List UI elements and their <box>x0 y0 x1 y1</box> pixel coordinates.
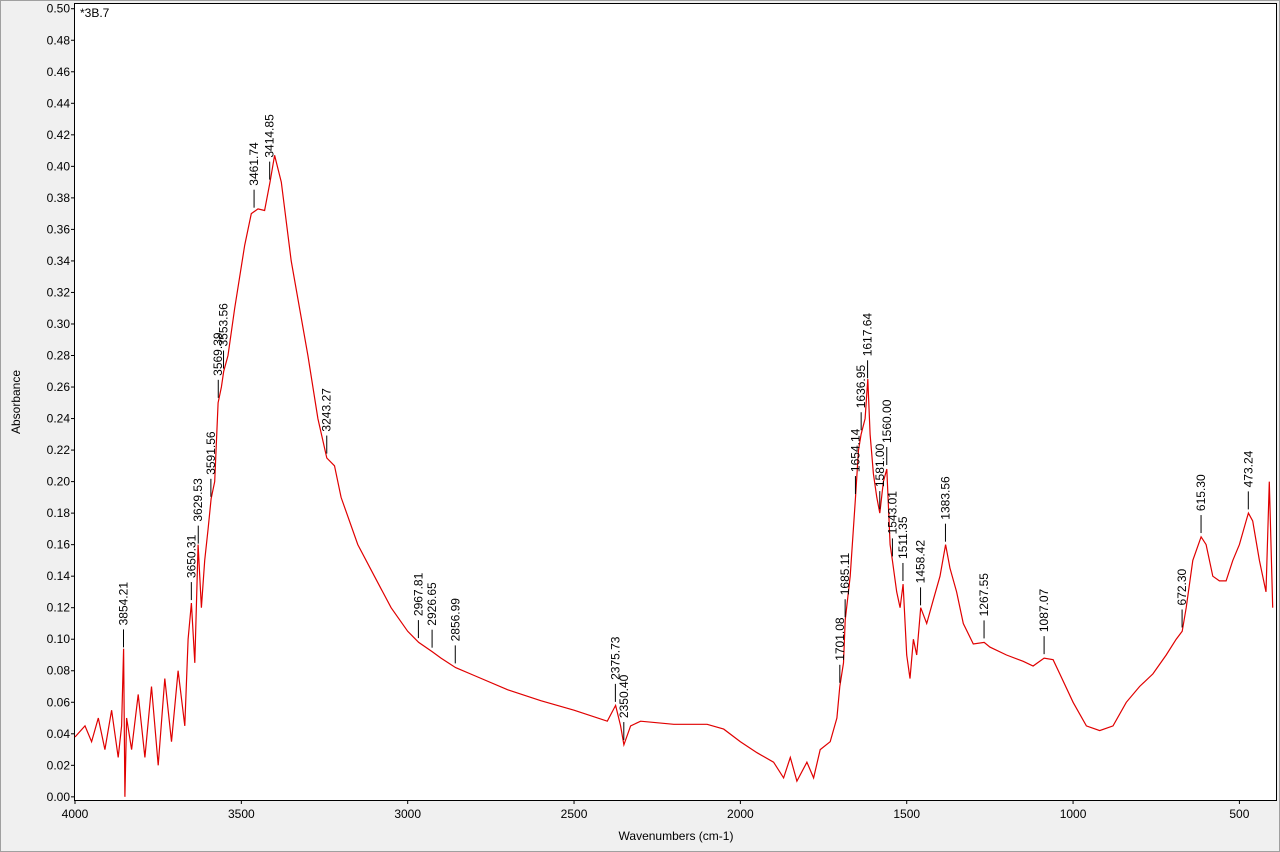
y-tick-label: 0.04 <box>47 727 71 741</box>
peak-label: 3629.53 <box>191 478 205 522</box>
x-tick-label: 2500 <box>561 807 588 821</box>
peak-label: 2967.81 <box>411 572 425 616</box>
plot-area <box>74 3 1277 801</box>
peak-label: 1617.64 <box>861 313 875 357</box>
y-tick-label: 0.40 <box>47 159 71 173</box>
y-axis-title: Absorbance <box>9 370 23 434</box>
y-tick-label: 0.44 <box>47 96 71 110</box>
x-tick-label: 1500 <box>893 807 920 821</box>
y-tick-label: 0.38 <box>47 191 71 205</box>
peak-label: 2350.40 <box>617 674 631 718</box>
peak-label: 3461.74 <box>247 142 261 186</box>
y-tick-label: 0.42 <box>47 128 71 142</box>
y-tick-label: 0.22 <box>47 443 71 457</box>
peak-label: 615.30 <box>1194 474 1208 511</box>
x-tick-label: 3500 <box>228 807 255 821</box>
peak-label: 1636.95 <box>854 365 868 409</box>
peak-label: 1581.00 <box>873 443 887 487</box>
peak-label: 3650.31 <box>184 534 198 578</box>
y-tick-label: 0.16 <box>47 538 71 552</box>
peak-label: 2375.73 <box>608 636 622 680</box>
y-tick-label: 0.32 <box>47 285 71 299</box>
peak-label: 2856.99 <box>448 598 462 642</box>
y-tick-label: 0.36 <box>47 222 71 236</box>
y-tick-label: 0.50 <box>47 2 71 16</box>
peak-label: 1685.11 <box>838 552 852 595</box>
peak-label: 473.24 <box>1241 450 1255 487</box>
peak-label: 1701.08 <box>833 617 847 661</box>
sample-name: *3B.7 <box>80 6 110 20</box>
y-tick-label: 0.26 <box>47 380 71 394</box>
spectrum-line <box>74 155 1274 797</box>
y-tick-label: 0.00 <box>47 790 71 804</box>
peak-label: 3414.85 <box>263 114 277 158</box>
peak-label: 1087.07 <box>1037 588 1051 632</box>
y-tick-label: 0.02 <box>47 758 71 772</box>
peak-label: 1511.35 <box>896 516 910 559</box>
x-tick-label: 500 <box>1229 807 1249 821</box>
y-tick-label: 0.10 <box>47 632 71 646</box>
y-tick-label: 0.12 <box>47 601 71 615</box>
y-tick-label: 0.28 <box>47 349 71 363</box>
y-tick-label: 0.08 <box>47 664 71 678</box>
peak-label: 2926.65 <box>425 582 439 626</box>
peak-label: 672.30 <box>1175 568 1189 605</box>
peak-label: 1654.14 <box>848 428 862 472</box>
peak-label: 3243.27 <box>320 388 334 432</box>
y-tick-label: 0.48 <box>47 33 71 47</box>
y-tick-label: 0.20 <box>47 475 71 489</box>
y-tick-label: 0.14 <box>47 569 71 583</box>
peak-label: 1267.55 <box>977 573 991 617</box>
x-tick-label: 4000 <box>62 807 89 821</box>
y-tick-label: 0.34 <box>47 254 71 268</box>
x-tick-label: 2000 <box>727 807 754 821</box>
peak-label: 1543.01 <box>885 491 899 535</box>
y-tick-label: 0.30 <box>47 317 71 331</box>
x-axis-title: Wavenumbers (cm-1) <box>619 829 734 843</box>
peak-label: 1383.56 <box>938 476 952 520</box>
peak-label: 1560.00 <box>880 399 894 443</box>
y-tick-label: 0.46 <box>47 65 71 79</box>
y-tick-label: 0.06 <box>47 695 71 709</box>
y-tick-label: 0.24 <box>47 412 71 426</box>
peak-label: 1458.42 <box>914 540 928 584</box>
y-tick-label: 0.18 <box>47 506 71 520</box>
peak-label: 3854.21 <box>117 582 131 626</box>
x-tick-label: 3000 <box>394 807 421 821</box>
peak-label: 3569.39 <box>211 332 225 376</box>
peak-label: 3553.56 <box>217 303 231 347</box>
x-tick-label: 1000 <box>1060 807 1087 821</box>
peak-label: 3591.56 <box>204 431 218 475</box>
